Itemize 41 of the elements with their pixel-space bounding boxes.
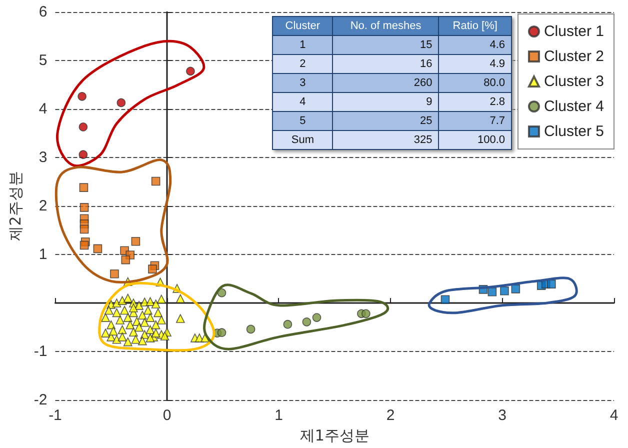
- y-tick-label: 1: [38, 246, 48, 263]
- annotation: Cluster: [272, 16, 333, 36]
- annotation: 80.0: [438, 74, 512, 92]
- y-tick-label: 6: [38, 4, 48, 20]
- annotation: 100.0: [438, 130, 512, 150]
- x-tick-label: 2: [386, 407, 395, 424]
- y-tick-label: 2: [38, 198, 48, 214]
- x-tick-label: 1: [274, 407, 283, 424]
- annotation: 3: [272, 74, 333, 92]
- annotation: 7.7: [438, 112, 512, 130]
- annotation: 4: [272, 92, 333, 112]
- x-tick-label: 3: [498, 407, 506, 424]
- x-tick-label: 0: [162, 407, 172, 424]
- x-axis-title: 제1주성분: [300, 426, 370, 444]
- annotation: 2: [272, 54, 333, 74]
- annotation: Sum: [272, 130, 333, 150]
- annotation: No. of meshes: [332, 16, 439, 36]
- annotation: 4.9: [438, 54, 512, 74]
- legend-label: Cluster 4: [544, 98, 604, 115]
- x-tick-label: 4: [610, 407, 618, 424]
- annotation: 2.8: [438, 92, 512, 112]
- legend-label: Cluster 3: [544, 73, 604, 90]
- y-tick-label: 4: [38, 100, 48, 118]
- y-tick-label: 5: [38, 52, 48, 69]
- legend-label: Cluster 2: [544, 48, 604, 65]
- annotation: 16: [332, 54, 439, 74]
- annotation: 4.6: [438, 36, 512, 54]
- annotation: 1: [272, 36, 333, 54]
- annotation: Ratio [%]: [438, 16, 512, 36]
- y-axis-title: 제2주성분: [6, 171, 24, 241]
- legend-label: Cluster 1: [544, 23, 604, 40]
- legend-label: Cluster 5: [544, 123, 604, 140]
- annotation: 15: [332, 36, 439, 54]
- annotation: 9: [332, 92, 439, 112]
- annotation: 325: [332, 130, 439, 150]
- annotation: 260: [332, 74, 439, 92]
- annotation: 5: [272, 112, 333, 130]
- y-tick-label: 3: [38, 149, 48, 166]
- y-tick-label: -2: [34, 392, 48, 408]
- annotation: 25: [332, 112, 439, 130]
- y-tick-label: -1: [34, 343, 48, 360]
